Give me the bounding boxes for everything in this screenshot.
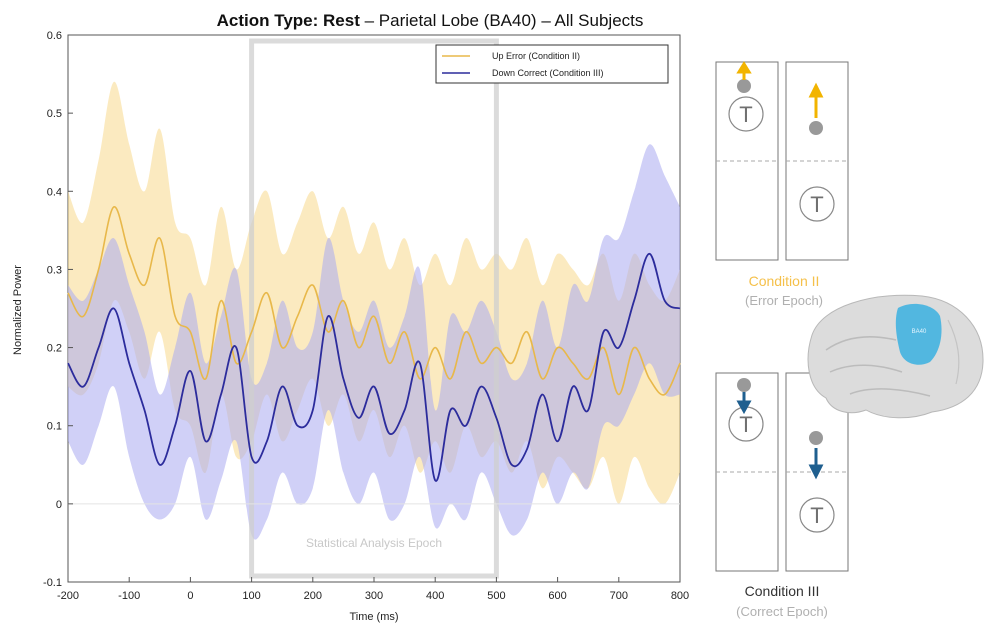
y-tick-label: -0.1 xyxy=(43,577,62,589)
y-tick-label: 0.6 xyxy=(47,30,62,42)
x-tick-label: 300 xyxy=(365,590,383,602)
cond2-up-arrow-right xyxy=(808,82,824,118)
chart-title-bold: Action Type: Rest xyxy=(217,11,361,30)
x-ticks: -200 -100 0 100 200 300 400 500 600 700 800 xyxy=(57,577,689,602)
cond3-target-letter-right: T xyxy=(810,503,823,528)
cond2-cursor-left xyxy=(737,79,751,93)
confidence-bands xyxy=(68,81,680,540)
y-tick-label: 0.5 xyxy=(47,108,62,120)
cond3-title: Condition III xyxy=(745,583,820,599)
band-down-correct xyxy=(68,144,680,540)
cond2-target-ring-right xyxy=(799,186,835,222)
cond2-subtitle: (Error Epoch) xyxy=(745,293,823,308)
cond2-target-letter-right: T xyxy=(810,192,823,217)
series-lines xyxy=(67,206,681,505)
cond3-cursor-left xyxy=(737,378,751,392)
brain-sulcus-4 xyxy=(947,319,960,385)
y-ticks: -0.1 0 0.1 0.2 0.3 0.4 0.5 0.6 xyxy=(43,30,73,589)
condition-2-panel: T T Condition II (Error Epoch) xyxy=(715,61,849,308)
y-tick-label: 0 xyxy=(56,499,62,511)
line-up-error xyxy=(67,206,681,396)
cond2-cursor-right xyxy=(809,121,823,135)
x-tick-label: -100 xyxy=(118,590,140,602)
cond3-subtitle: (Correct Epoch) xyxy=(736,604,828,619)
cond2-title: Condition II xyxy=(749,273,820,289)
epoch-box xyxy=(249,38,499,579)
cond2-up-arrow-left xyxy=(736,61,752,80)
x-tick-label: 700 xyxy=(610,590,628,602)
x-tick-label: 500 xyxy=(487,590,505,602)
x-tick-label: 800 xyxy=(671,590,689,602)
cond3-down-arrow-right xyxy=(808,448,824,480)
epoch-label: Statistical Analysis Epoch xyxy=(306,536,442,550)
cond3-cursor-right xyxy=(809,431,823,445)
x-tick-label: -200 xyxy=(57,590,79,602)
legend-label-up-error: Up Error (Condition II) xyxy=(492,51,580,61)
legend-label-down-correct: Down Correct (Condition III) xyxy=(492,68,604,78)
cond2-target-letter-left: T xyxy=(739,102,752,127)
legend-box xyxy=(435,44,669,84)
analysis-epoch: Statistical Analysis Epoch xyxy=(249,38,499,579)
brain-region-label: BA40 xyxy=(912,329,927,335)
line-down-correct xyxy=(67,252,681,482)
brain-sulcus-1 xyxy=(825,336,897,351)
y-tick-label: 0.3 xyxy=(47,264,62,276)
cond2-target-ring-left xyxy=(728,96,764,132)
brain-region-ba40 xyxy=(895,303,942,365)
condition-3-panel: T T Condition III (Correct Epoch) xyxy=(715,372,849,619)
x-tick-label: 600 xyxy=(548,590,566,602)
brain-sulcus-2 xyxy=(829,364,903,373)
brain-sulcus-3 xyxy=(849,388,931,397)
legend: Up Error (Condition II) Down Correct (Co… xyxy=(435,44,669,84)
cond3-target-letter-left: T xyxy=(739,412,752,437)
x-tick-label: 400 xyxy=(426,590,444,602)
chart-title-rest: – Parietal Lobe (BA40) – All Subjects xyxy=(360,11,644,30)
x-tick-label: 200 xyxy=(304,590,322,602)
y-tick-label: 0.4 xyxy=(47,186,62,198)
brain-outline xyxy=(807,294,984,419)
plot-area: Statistical Analysis Epoch -200 -100 0 100 2… xyxy=(43,30,689,602)
x-tick-label: 0 xyxy=(187,590,193,602)
y-tick-label: 0.2 xyxy=(47,343,62,355)
cond3-down-arrow-left xyxy=(736,392,752,415)
cond3-target-ring-right xyxy=(799,497,835,533)
brain-illustration: BA40 xyxy=(807,294,984,419)
x-axis-label: Time (ms) xyxy=(349,611,398,623)
y-tick-label: 0.1 xyxy=(47,421,62,433)
y-axis-label: Normalized Power xyxy=(12,265,24,355)
chart-title: Action Type: Rest – Parietal Lobe (BA40)… xyxy=(217,11,644,30)
x-tick-label: 100 xyxy=(242,590,260,602)
